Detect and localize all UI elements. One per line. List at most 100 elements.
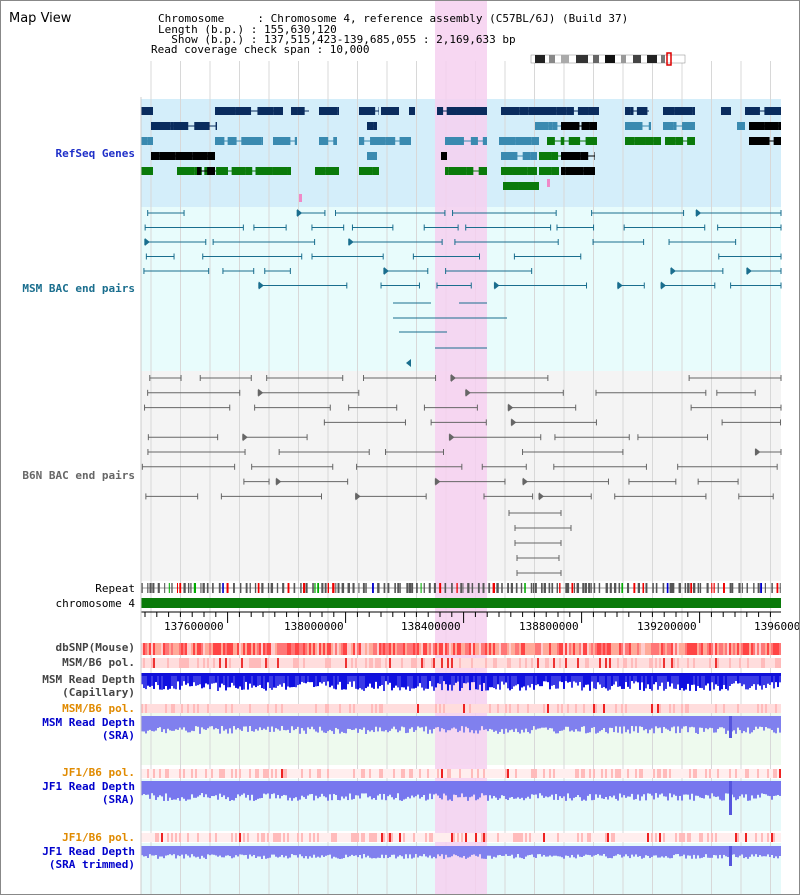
heat-cell [241,658,243,668]
refseq-exon [674,107,693,115]
track-label-msm-depth-cap-2: (Capillary) [62,686,135,699]
heat-cell [397,769,399,778]
refseq-exon [512,167,528,175]
heat-cell [377,658,379,668]
selection-highlight [435,1,487,894]
depth-bar [259,781,261,799]
heat-cell [245,833,247,842]
heat-cell [625,658,627,668]
heat-cell [747,658,749,668]
heat-cell [727,658,729,668]
heat-cell [707,658,709,668]
heat-cell [565,833,567,842]
heat-cell [207,704,209,713]
depth-bar [605,673,607,689]
depth-bar [267,781,269,794]
depth-bar [395,716,397,730]
heat-cell [677,643,679,655]
heat-cell [255,769,257,778]
depth-bar [513,673,515,687]
depth-bar [229,781,231,801]
heat-cell [421,833,423,842]
heat-cell [743,704,745,713]
heat-cell [257,769,259,778]
depth-bar [313,716,315,730]
heat-cell [579,833,581,842]
depth-bar [147,673,149,686]
heat-cell [195,769,197,778]
depth-bar [365,673,367,689]
heat-cell [243,658,245,668]
heat-cell [553,833,555,842]
heat-cell [219,769,221,778]
depth-bar [363,781,365,794]
heat-cell [427,704,429,713]
depth-bar [637,846,639,857]
track-label-b6n-bac[interactable]: B6N BAC end pairs [22,469,135,482]
heat-cell [191,769,193,778]
depth-bar [419,846,421,856]
depth-bar [313,781,315,801]
depth-bar [259,846,261,857]
heat-cell [367,833,369,842]
heat-cell [503,833,505,842]
heat-cell [399,769,401,778]
heat-cell [343,769,345,778]
repeat-mark [249,583,251,593]
heat-cell [665,643,667,655]
depth-bar [451,781,453,801]
track-label-msm-bac[interactable]: MSM BAC end pairs [22,282,135,295]
heat-cell [645,658,647,668]
depth-bar [365,716,367,734]
heat-cell [383,704,385,713]
ideogram-band [549,55,555,63]
depth-bar [617,716,619,733]
heat-cell [511,833,513,842]
heat-cell [573,833,575,842]
heat-cell [521,833,523,842]
heat-cell [175,704,177,713]
depth-bar [763,673,765,686]
heat-cell [189,833,191,842]
heat-cell [437,704,439,713]
heat-cell [441,643,443,655]
depth-bar [551,781,553,795]
heat-cell [459,643,461,655]
depth-bar [565,781,567,801]
heat-cell [663,643,665,655]
heat-cell [713,833,715,842]
depth-bar [287,846,289,859]
depth-bar [567,673,569,683]
heat-cell [207,833,209,842]
depth-bar [407,846,409,859]
heat-cell [539,704,541,713]
heat-cell [223,769,225,778]
heat-cell [237,833,239,842]
depth-bar [321,846,323,856]
depth-bar [553,716,555,732]
depth-bar [307,716,309,728]
heat-cell [747,643,749,655]
heat-cell [571,704,573,713]
heat-cell [563,769,565,778]
heat-cell [351,658,353,668]
heat-cell [345,833,347,842]
heat-cell [589,643,591,655]
depth-bar [573,716,575,732]
track-label-refseq[interactable]: RefSeq Genes [55,147,135,160]
heat-cell [153,643,155,655]
depth-bar [249,846,251,855]
refseq-exon [527,167,537,175]
heat-cell [631,658,633,668]
depth-bar [617,673,619,687]
refseq-exon [764,122,779,130]
heat-cell [575,658,577,668]
heat-cell [169,643,171,655]
depth-bar [621,673,623,689]
heat-cell [679,769,681,778]
depth-bar [201,673,203,689]
depth-bar [413,781,415,798]
heat-cell [263,833,265,842]
heat-cell [729,658,731,668]
